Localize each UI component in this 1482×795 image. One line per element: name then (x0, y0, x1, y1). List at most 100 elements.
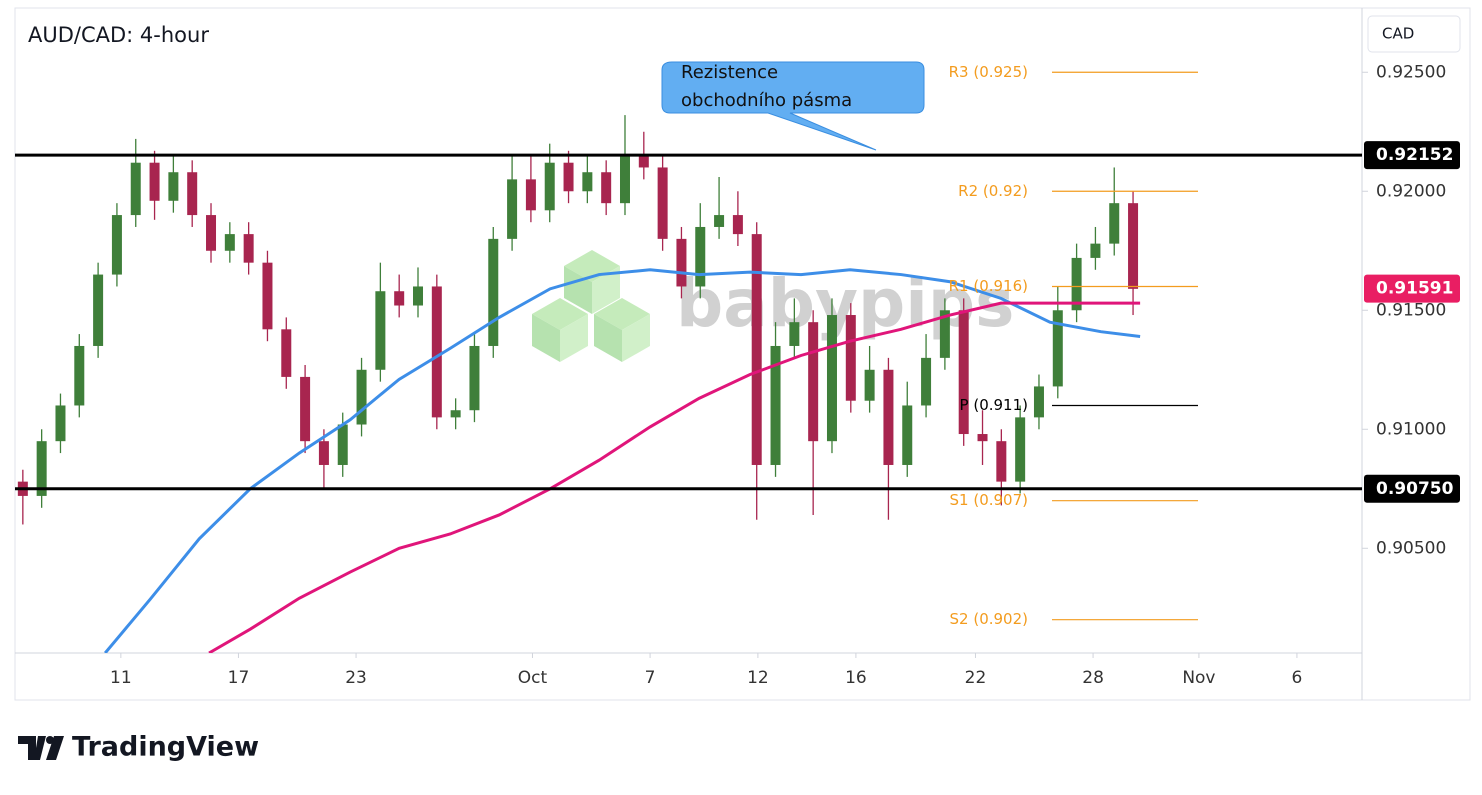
candle-body (958, 310, 969, 435)
pivot-label: S1 (0.907) (950, 491, 1028, 509)
footer-brand: TradingView (72, 732, 259, 763)
candle-body (55, 405, 66, 442)
x-tick-label: 11 (110, 668, 132, 688)
candle-body (413, 286, 424, 306)
candle-body (714, 215, 725, 227)
callout-box (661, 61, 925, 151)
candle-body (488, 238, 499, 346)
candle-body (1033, 386, 1044, 418)
candle-body (337, 424, 348, 465)
candle-body (638, 155, 649, 168)
candle-body (883, 369, 894, 465)
candle-body (996, 441, 1007, 482)
candle-body (770, 345, 781, 465)
level-tag-label: 0.92152 (1376, 145, 1453, 165)
candle-body (394, 291, 405, 306)
last-price-label: 0.91591 (1376, 279, 1453, 299)
watermark: babypips (532, 250, 1014, 362)
x-tick-label: Nov (1182, 668, 1215, 688)
moving-average (208, 301, 1141, 653)
candle-body (732, 215, 743, 235)
candle-body (318, 441, 329, 465)
level-tag (1364, 474, 1460, 503)
candle-body (789, 322, 800, 346)
candle-body (168, 172, 179, 201)
candle-body (74, 345, 85, 406)
candle-body (921, 357, 932, 406)
candle-body (1071, 257, 1082, 311)
pivot-label: S2 (0.902) (950, 610, 1028, 628)
candle-body (808, 322, 819, 442)
candle-body (356, 369, 367, 425)
candle-body (601, 172, 612, 204)
candle-body (93, 274, 104, 346)
candle-body (431, 286, 442, 418)
pivot-label: R3 (0.925) (949, 63, 1028, 81)
candle-body (619, 155, 630, 204)
y-tick-label: 0.92000 (1376, 181, 1446, 201)
y-tick-label: 0.91000 (1376, 419, 1446, 439)
candle-body (1052, 310, 1063, 387)
candle-body (1090, 243, 1101, 258)
candle-body (469, 345, 480, 411)
x-tick-label: 23 (345, 668, 367, 688)
watermark-text: babypips (676, 265, 1014, 342)
candle-body (544, 162, 555, 211)
pivot-label: R1 (0.916) (949, 277, 1028, 295)
annotation: Rezistence obchodního pásma (661, 61, 925, 151)
chart-title: AUD/CAD: 4-hour (28, 23, 209, 47)
x-tick-label: 16 (845, 668, 867, 688)
candle-body (1109, 203, 1120, 244)
candle-body (111, 215, 122, 275)
candle-body (977, 434, 988, 442)
currency-label[interactable]: CAD (1382, 25, 1414, 43)
candle-body (695, 226, 706, 287)
y-tick-label: 0.91500 (1376, 300, 1446, 320)
candle-body (262, 262, 273, 330)
candle-body (224, 234, 235, 251)
annotation-line: Rezistence (681, 62, 778, 83)
candle-body (676, 238, 687, 287)
level-tag (1364, 141, 1460, 170)
candle-body (826, 315, 837, 442)
candle-body (450, 410, 461, 418)
currency-button[interactable] (1367, 15, 1461, 53)
candle-body (36, 441, 47, 496)
candle-body (845, 315, 856, 401)
x-tick-label: 7 (645, 668, 656, 688)
candle-body (939, 310, 950, 358)
candle-body (243, 234, 254, 263)
candle-body (149, 162, 160, 201)
y-tick-label: 0.92500 (1376, 62, 1446, 82)
candle-body (751, 234, 762, 465)
candle-body (507, 179, 518, 239)
candle-body (300, 376, 311, 442)
x-tick-label: 22 (965, 668, 987, 688)
candle-body (206, 215, 217, 251)
pivot-label: P (0.911) (960, 396, 1028, 414)
chart-frame (14, 7, 1471, 701)
candle-body (281, 329, 292, 377)
candle-body (375, 291, 386, 370)
x-tick-label: 17 (228, 668, 250, 688)
last-price-tag (1364, 274, 1460, 303)
candle-body (902, 405, 913, 465)
plot-area (17, 115, 1141, 653)
x-tick-label: 28 (1082, 668, 1104, 688)
candle-body (130, 162, 141, 216)
candle-body (187, 172, 198, 216)
x-tick-label: Oct (518, 668, 548, 688)
x-tick-label: 6 (1292, 668, 1303, 688)
level-tag-label: 0.90750 (1376, 479, 1454, 499)
moving-average (104, 268, 1141, 653)
candle-body (864, 369, 875, 401)
tradingview-logo: TradingView (18, 732, 259, 763)
candle-body (582, 172, 593, 192)
candle-body (1015, 417, 1026, 482)
candle-body (657, 167, 668, 239)
candle-body (563, 162, 574, 192)
y-tick-label: 0.90500 (1376, 538, 1446, 558)
annotation-line: obchodního pásma (681, 90, 852, 111)
pivot-label: R2 (0.92) (958, 182, 1028, 200)
